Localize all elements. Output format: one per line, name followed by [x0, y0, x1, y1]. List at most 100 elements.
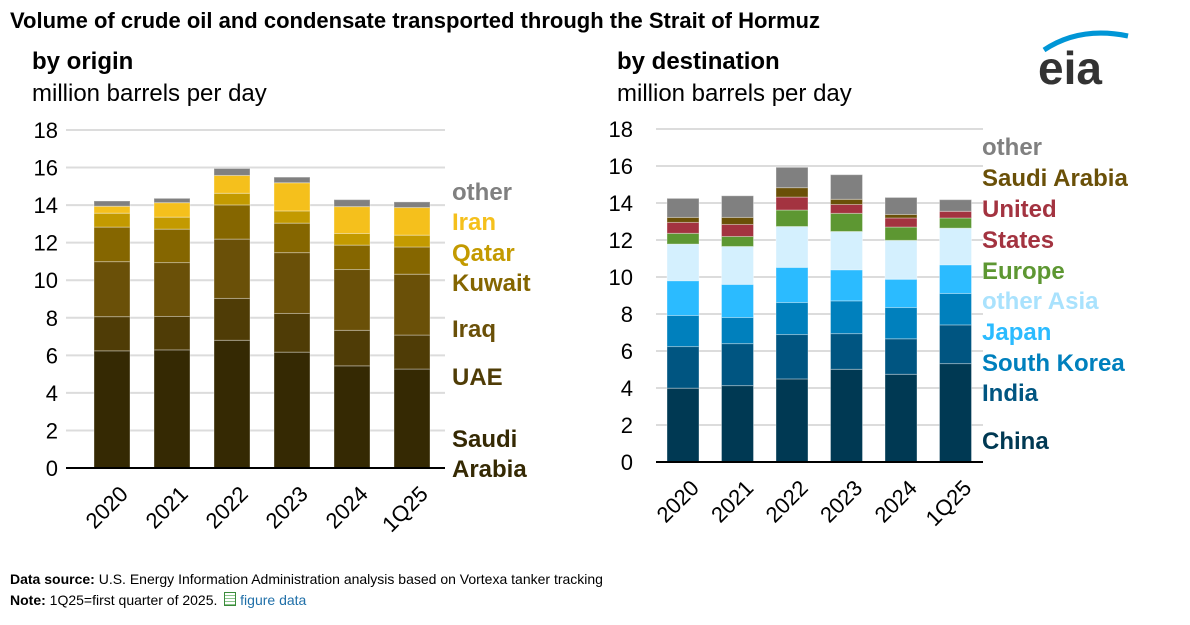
y-tick-label: 14 [34, 193, 58, 218]
bar-segment-europe [884, 226, 918, 241]
legend-label-iraq: Iraq [452, 316, 496, 343]
bar-segment-qatar [213, 192, 251, 206]
bar-segment-south-korea [666, 314, 700, 348]
bar-segment-china [830, 368, 863, 463]
y-tick-label: 8 [46, 306, 58, 331]
bar-segment-united-states [830, 203, 863, 214]
legend-label-other: other [452, 179, 512, 206]
y-tick-label: 0 [621, 450, 633, 475]
bar-segment-china [721, 385, 754, 463]
bar-segment-iraq [273, 252, 311, 314]
x-tick-label: 2022 [761, 475, 813, 527]
bar-segment-other [273, 176, 311, 184]
spreadsheet-icon[interactable] [224, 592, 237, 606]
y-tick-label: 16 [34, 156, 58, 181]
bar-segment-iran [213, 174, 251, 194]
bar-segment-kuwait [93, 226, 131, 263]
bar-segment-saudi-arabia [333, 365, 371, 469]
bar-segment-qatar [393, 234, 431, 248]
y-tick-label: 18 [34, 118, 58, 143]
left-chart-unit: million barrels per day [32, 80, 267, 107]
x-tick-label: 2023 [261, 481, 313, 533]
bar-segment-japan [884, 278, 918, 309]
bar-segment-iraq [153, 262, 191, 317]
x-tick-label: 2024 [321, 481, 373, 533]
bar-segment-iraq [393, 273, 431, 336]
bar-segment-uae [213, 297, 251, 341]
bar-segment-other [213, 167, 251, 176]
bar-segment-japan [939, 264, 972, 294]
bar-segment-other [393, 201, 431, 209]
bar-segment-uae [93, 316, 131, 352]
x-tick-label: 2024 [870, 475, 922, 527]
bar-segment-south-korea [775, 302, 809, 336]
bar-segment-uae [153, 315, 191, 351]
y-tick-label: 6 [621, 339, 633, 364]
bar-segment-saudi-arabia [666, 216, 700, 223]
bar-segment-saudi-arabia [884, 213, 918, 219]
legend-label-united-states: United [982, 196, 1057, 223]
bar-segment-iran [93, 205, 131, 214]
x-tick-label: 2021 [706, 475, 758, 527]
bar-segment-united-states [884, 217, 918, 228]
note-label: Note: [10, 592, 46, 608]
left-chart-subtitle: by origin [32, 48, 134, 75]
bar-segment-iraq [213, 238, 251, 299]
legend-label-saudi-arabia: Arabia [452, 456, 527, 483]
source-label: Data source: [10, 571, 95, 587]
figure-data-link[interactable]: figure data [240, 592, 307, 608]
bar-segment-kuwait [333, 244, 371, 271]
y-tick-label: 12 [34, 231, 58, 256]
y-tick-label: 14 [609, 191, 633, 216]
bar-segment-qatar [93, 212, 131, 228]
y-tick-label: 16 [609, 154, 633, 179]
legend-label-other: other [982, 134, 1042, 161]
bar-segment-europe [939, 217, 972, 229]
bar-segment-other [153, 197, 191, 204]
bar-segment-china [939, 363, 972, 463]
bar-segment-united-states [721, 223, 754, 237]
legend-label-china: China [982, 428, 1049, 455]
legend-label-uae: UAE [452, 364, 503, 391]
y-tick-label: 2 [46, 418, 58, 443]
legend-label-iran: Iran [452, 209, 496, 236]
y-tick-label: 18 [609, 117, 633, 142]
bar-segment-uae [333, 329, 371, 367]
y-tick-label: 6 [46, 343, 58, 368]
bar-segment-europe [830, 212, 863, 232]
bar-segment-other [775, 166, 809, 189]
legend-label-europe: Europe [982, 258, 1065, 285]
legend-label-kuwait: Kuwait [452, 270, 531, 297]
bar-segment-qatar [153, 216, 191, 230]
y-tick-label: 4 [46, 381, 58, 406]
bar-segment-uae [393, 334, 431, 370]
bar-segment-saudi-arabia [830, 198, 863, 205]
bar-segment-other [830, 174, 863, 200]
note-line: Note: 1Q25=first quarter of 2025. figure… [10, 592, 306, 608]
bar-segment-united-states [666, 221, 700, 234]
bar-segment-other [939, 199, 972, 212]
y-tick-label: 12 [609, 228, 633, 253]
bar-segment-united-states [775, 196, 809, 211]
y-tick-label: 10 [609, 265, 633, 290]
bar-segment-other-asia [721, 245, 754, 285]
bar-segment-iran [393, 207, 431, 236]
bar-segment-europe [775, 209, 809, 227]
bar-segment-other-asia [775, 225, 809, 268]
note-text: 1Q25=first quarter of 2025. [49, 592, 218, 608]
legend-label-india: India [982, 380, 1039, 407]
bar-segment-europe [666, 232, 700, 245]
bar-segment-india [830, 333, 863, 370]
bar-segment-other [333, 199, 371, 208]
bar-segment-iran [333, 206, 371, 234]
y-tick-label: 10 [34, 268, 58, 293]
bar-segment-europe [721, 235, 754, 247]
bar-segment-saudi-arabia [393, 368, 431, 469]
bar-segment-japan [666, 280, 700, 316]
bar-segment-other-asia [830, 230, 863, 271]
legend-label-other-asia: other Asia [982, 288, 1099, 315]
right-chart-subtitle: by destination [617, 48, 780, 75]
bar-segment-kuwait [213, 204, 251, 240]
legend-label-saudi-arabia: Saudi Arabia [982, 165, 1128, 192]
